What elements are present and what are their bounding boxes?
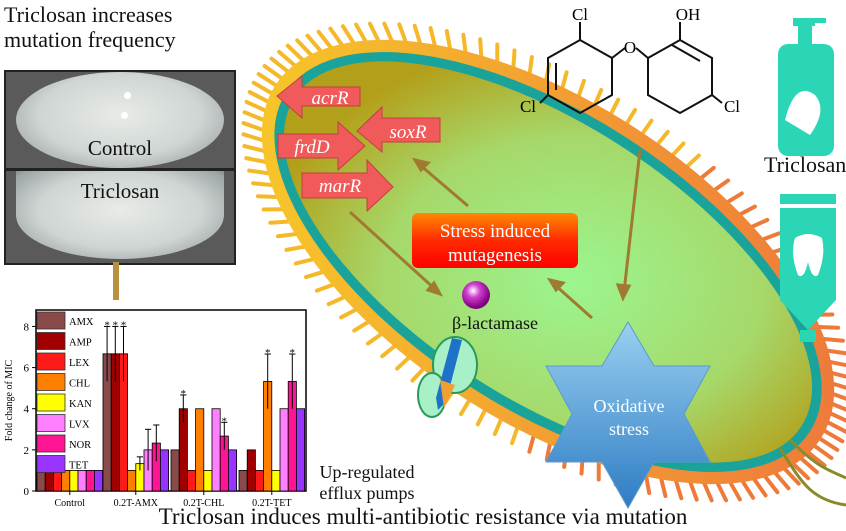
bar: [170, 449, 180, 492]
efflux-label-line1: Up-regulated: [320, 462, 415, 482]
pathway-arrows: [348, 149, 642, 320]
svg-text:frdD: frdD: [294, 137, 329, 158]
bar: [254, 470, 264, 492]
atom-cl: Cl: [724, 97, 740, 116]
legend-swatch: [36, 332, 66, 350]
significance-mark: *: [121, 319, 127, 331]
bar: [159, 449, 169, 492]
atom-oh: OH: [676, 5, 701, 24]
legend-swatch: [36, 434, 66, 453]
mutation-frequency-heading: Triclosan increases mutation frequency: [4, 2, 176, 52]
x-tick-label: 0.2T-CHL: [183, 498, 224, 509]
y-tick-label: 4: [24, 404, 30, 416]
bar: [271, 470, 281, 492]
legend-label: NOR: [69, 440, 91, 451]
y-axis-label: Fold change of MIC: [4, 359, 15, 441]
bar: [77, 470, 87, 492]
bar: [211, 408, 221, 492]
bar: [227, 449, 237, 492]
bar: [94, 470, 104, 492]
efflux-label-line2: efflux pumps: [319, 483, 414, 503]
oxidative-stress-star: Oxidative stress: [545, 321, 711, 510]
svg-text:acrR: acrR: [312, 88, 349, 109]
legend-swatch: [36, 414, 66, 432]
arrow-to-chart: [113, 262, 119, 300]
svg-text:stress: stress: [609, 419, 649, 439]
bar: [203, 470, 213, 492]
x-tick-label: 0.2T-TET: [252, 498, 291, 509]
significance-mark: *: [181, 388, 187, 400]
legend-label: TET: [69, 461, 89, 472]
gene-arrow-marR: marR: [301, 158, 394, 213]
legend-label: AMX: [69, 317, 94, 328]
legend-swatch: [36, 373, 66, 391]
y-tick-label: 0: [24, 486, 30, 498]
atom-cl: Cl: [572, 5, 588, 24]
gene-arrow-acrR: acrR: [276, 74, 361, 120]
y-tick-label: 6: [24, 363, 30, 375]
atom-o: O: [624, 38, 636, 57]
flagellum: [788, 438, 846, 480]
bar: [186, 470, 196, 492]
gene-arrow-frdD: frdD: [277, 120, 366, 172]
stress-induced-mutagenesis-box: Stress induced mutagenesis: [412, 213, 578, 268]
triclosan-structure: [539, 22, 723, 115]
toothpaste-icon: [780, 194, 836, 342]
bar: [195, 408, 205, 492]
flagellum: [778, 447, 846, 507]
efflux-pump: [417, 336, 478, 418]
beta-lactamase-sphere: [462, 281, 490, 309]
plate-triclosan: Triclosan: [4, 169, 236, 265]
svg-text:Oxidative: Oxidative: [594, 396, 665, 416]
soap-bottle-icon: [778, 18, 834, 156]
beta-lactamase-label: β-lactamase: [452, 313, 538, 333]
caption: Triclosan induces multi-antibiotic resis…: [158, 504, 688, 529]
svg-text:soxR: soxR: [390, 122, 427, 143]
bar: [69, 470, 79, 492]
bar: [246, 449, 256, 492]
bar: [279, 408, 289, 492]
legend-swatch: [36, 455, 66, 473]
legend-swatch: [36, 352, 66, 371]
x-tick-label: 0.2T-AMX: [114, 498, 159, 509]
bar: [238, 470, 248, 492]
significance-mark: *: [265, 347, 271, 359]
bar: [44, 470, 54, 492]
bar: [295, 408, 305, 492]
molecule-name: Triclosan: [764, 152, 846, 177]
legend-label: KAN: [69, 399, 92, 410]
legend-label: CHL: [69, 379, 90, 390]
significance-mark: *: [290, 347, 296, 359]
legend-label: AMP: [69, 338, 92, 349]
bar: [85, 470, 95, 492]
svg-text:marR: marR: [319, 176, 362, 197]
svg-text:mutagenesis: mutagenesis: [448, 245, 542, 266]
legend-swatch: [36, 393, 66, 412]
y-tick-label: 8: [24, 321, 30, 333]
gene-arrow-soxR: soxR: [356, 105, 441, 154]
bar: [127, 470, 137, 492]
significance-mark: *: [113, 319, 119, 331]
legend-swatch: [36, 311, 66, 330]
significance-mark: *: [104, 319, 110, 331]
bar: [36, 470, 46, 492]
legend-label: LVX: [69, 420, 90, 431]
bar: [61, 470, 71, 492]
plate-control: Control: [4, 70, 236, 170]
y-tick-label: 2: [24, 445, 30, 457]
x-tick-label: Control: [55, 498, 86, 509]
bar: [53, 470, 63, 492]
svg-text:Stress induced: Stress induced: [440, 221, 551, 242]
plate-label: Control: [87, 136, 153, 160]
atom-cl: Cl: [520, 97, 536, 116]
legend-label: LEX: [69, 358, 90, 369]
plate-label: Triclosan: [80, 179, 160, 203]
significance-mark: *: [222, 415, 228, 427]
